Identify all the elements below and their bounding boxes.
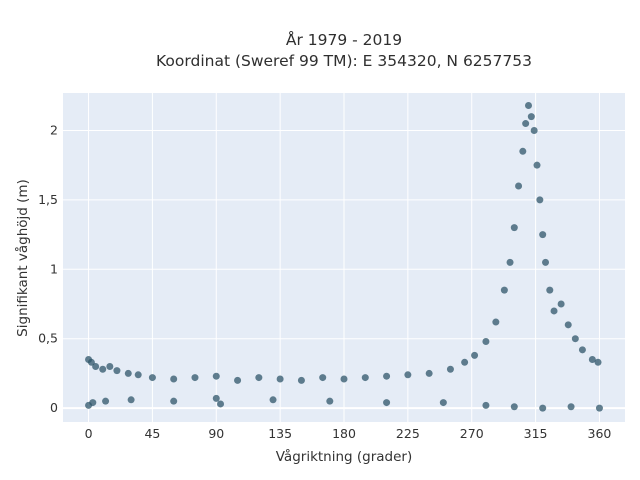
data-point	[595, 404, 603, 412]
x-tick-label: 315	[524, 426, 548, 441]
data-point	[319, 374, 327, 382]
data-point	[519, 147, 527, 155]
x-tick-label: 90	[208, 426, 224, 441]
data-point	[524, 101, 532, 109]
data-point	[564, 321, 572, 329]
y-tick-label: 2	[50, 122, 58, 137]
data-point	[134, 371, 142, 379]
data-point	[482, 337, 490, 345]
data-point	[212, 394, 220, 402]
data-point	[500, 286, 508, 294]
data-point	[102, 397, 110, 405]
data-point	[269, 396, 277, 404]
data-point	[439, 399, 447, 407]
data-point	[234, 376, 242, 384]
data-points	[85, 101, 603, 412]
grid-lines	[63, 93, 625, 422]
data-point	[492, 318, 500, 326]
data-point	[506, 258, 514, 266]
data-point	[276, 375, 284, 383]
data-point	[446, 365, 454, 373]
data-point	[148, 374, 156, 382]
data-point	[557, 300, 565, 308]
data-point	[510, 224, 518, 232]
data-point	[522, 120, 530, 128]
data-point	[482, 401, 490, 409]
data-point	[404, 371, 412, 379]
data-point	[326, 397, 334, 405]
x-axis-label: Vågriktning (grader)	[276, 448, 413, 465]
data-point	[92, 362, 100, 370]
data-point	[542, 258, 550, 266]
data-point	[297, 376, 305, 384]
x-tick-labels: 0 45 90 135 180 225 270 315 360	[85, 426, 612, 441]
data-point	[170, 397, 178, 405]
chart-title-line1: År 1979 - 2019	[286, 30, 402, 49]
data-point	[546, 286, 554, 294]
data-point	[533, 161, 541, 169]
x-tick-label: 225	[396, 426, 420, 441]
data-point	[113, 367, 121, 375]
data-point	[89, 399, 97, 407]
data-point	[550, 307, 558, 315]
data-point	[588, 356, 596, 364]
y-tick-label: 1	[50, 261, 58, 276]
data-point	[510, 403, 518, 411]
y-tick-labels: 0 0,5 1 1,5 2	[38, 122, 58, 415]
y-tick-label: 0,5	[38, 331, 58, 346]
data-point	[106, 362, 114, 370]
data-point	[191, 374, 199, 382]
y-tick-label: 0	[50, 400, 58, 415]
x-tick-label: 135	[268, 426, 292, 441]
data-point	[340, 375, 348, 383]
data-point	[578, 346, 586, 354]
x-tick-label: 270	[460, 426, 484, 441]
data-point	[539, 231, 547, 239]
y-tick-label: 1,5	[38, 192, 58, 207]
data-point	[515, 182, 523, 190]
data-point	[536, 196, 544, 204]
x-tick-label: 360	[588, 426, 612, 441]
data-point	[124, 369, 132, 377]
data-point	[530, 126, 538, 134]
data-point	[461, 358, 469, 366]
data-point	[383, 372, 391, 380]
data-point	[127, 396, 135, 404]
data-point	[539, 404, 547, 412]
data-point	[212, 372, 220, 380]
x-tick-label: 0	[85, 426, 93, 441]
data-point	[383, 399, 391, 407]
data-point	[255, 374, 263, 382]
data-point	[567, 403, 575, 411]
data-point	[99, 365, 107, 373]
data-point	[594, 358, 602, 366]
data-point	[471, 351, 479, 359]
data-point	[361, 374, 369, 382]
data-point	[170, 375, 178, 383]
x-tick-label: 45	[144, 426, 160, 441]
x-tick-label: 180	[332, 426, 356, 441]
data-point	[527, 113, 535, 121]
data-point	[425, 369, 433, 377]
data-point	[571, 335, 579, 343]
data-point	[217, 400, 225, 408]
chart-title-line2: Koordinat (Sweref 99 TM): E 354320, N 62…	[156, 52, 532, 70]
y-axis-label: Signifikant våghöjd (m)	[14, 179, 31, 337]
